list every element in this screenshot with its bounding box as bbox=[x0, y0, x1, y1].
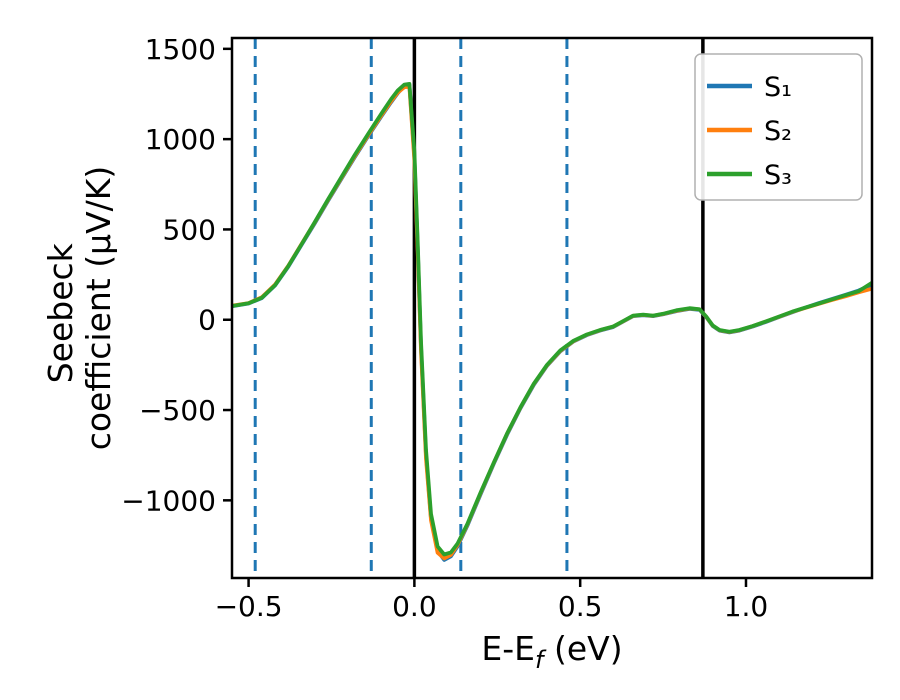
x-tick-label: −0.5 bbox=[215, 590, 283, 623]
y-tick-label: 1500 bbox=[145, 33, 216, 66]
series-line-3 bbox=[232, 82, 872, 557]
legend-label-s1: S₁ bbox=[764, 72, 792, 103]
x-tick-label: 0.5 bbox=[558, 590, 603, 623]
axes-ticks: −0.5 0.0 0.5 1.0 −1000 −500 0 500 1000 1500 bbox=[121, 33, 768, 623]
legend-label-s2: S₂ bbox=[764, 116, 792, 147]
legend-label-s3: S₃ bbox=[764, 160, 792, 191]
axes-frame bbox=[230, 36, 874, 580]
legend-entry-s1: S₁ bbox=[707, 72, 792, 103]
legend: S₁ S₂ S₃ bbox=[694, 53, 863, 201]
y-tick-label: 0 bbox=[198, 304, 216, 337]
y-tick-label: 1000 bbox=[145, 123, 216, 156]
x-tick-label: 1.0 bbox=[724, 590, 769, 623]
x-tick-label: 0.0 bbox=[392, 590, 437, 623]
legend-entry-s3: S₃ bbox=[707, 160, 792, 191]
legend-entry-s2: S₂ bbox=[707, 116, 792, 147]
y-axis-label: Seebeck coefficient (μV/K) bbox=[41, 166, 118, 451]
legend-box bbox=[694, 53, 863, 201]
y-tick-label: 500 bbox=[163, 213, 216, 246]
x-axis-label: E-Ef (eV) bbox=[481, 629, 622, 674]
y-tick-label: −500 bbox=[139, 394, 216, 427]
y-tick-label: −1000 bbox=[121, 484, 216, 517]
